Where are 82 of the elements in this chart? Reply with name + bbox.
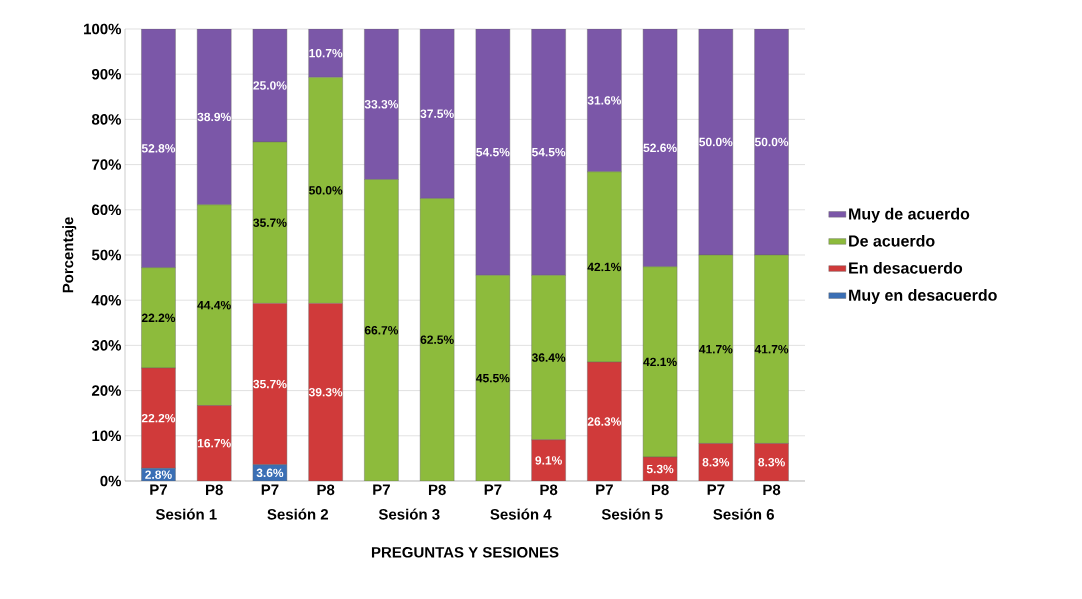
text: Sesión 6 xyxy=(713,508,774,520)
data-label: 42.1% xyxy=(643,357,677,367)
y-tick-label: 50% xyxy=(91,249,122,261)
data-label: 62.5% xyxy=(420,335,454,344)
y-tick-label: 90% xyxy=(91,68,122,80)
x-tick-label: P8 xyxy=(428,484,446,496)
data-label: 25.0% xyxy=(253,81,287,90)
data-label: 50.0% xyxy=(309,186,343,195)
data-label: 3.6% xyxy=(256,468,284,478)
data-label: 5.3% xyxy=(646,464,674,474)
y-tick-label: 80% xyxy=(91,114,122,125)
data-label: 44.4% xyxy=(197,300,231,310)
data-label: 26.3% xyxy=(587,417,622,426)
bar xyxy=(308,77,343,304)
data-label: 16.7% xyxy=(197,439,231,448)
legend-label: Muy en desacuerdo xyxy=(849,289,997,304)
x-tick-label: P8 xyxy=(540,484,558,496)
y-tick-label: 60% xyxy=(92,204,122,216)
x-tick-label: P7 xyxy=(707,484,725,495)
legend-label: De acuerdo xyxy=(849,234,935,247)
bar xyxy=(141,267,176,369)
y-tick-label: 40% xyxy=(91,294,122,306)
y-tick-label: 30% xyxy=(91,340,122,351)
x-tick-label: P8 xyxy=(763,484,781,496)
text: Sesión 1 xyxy=(155,508,217,520)
data-label: 41.7% xyxy=(754,345,789,354)
data-label: 50.0% xyxy=(754,137,789,147)
bar xyxy=(698,254,734,444)
x-tick-label: P8 xyxy=(317,484,335,496)
data-label: 22.2% xyxy=(141,313,176,323)
y-tick-label: 100% xyxy=(84,23,122,35)
x-tick-label: P8 xyxy=(206,484,223,496)
data-label: 9.1% xyxy=(535,456,562,465)
data-label: 52.8% xyxy=(141,144,176,153)
data-label: 8.3% xyxy=(702,457,730,467)
data-label: 35.7% xyxy=(253,218,287,227)
x-tick-label: P7 xyxy=(484,484,502,495)
data-label: 2.8% xyxy=(145,470,172,479)
x-tick-label: P7 xyxy=(596,484,613,495)
x-axis-title: PREGUNTAS Y SESIONES xyxy=(371,547,559,558)
y-tick-label: 0% xyxy=(100,475,122,487)
data-label: 42.1% xyxy=(587,262,622,272)
bar xyxy=(642,266,678,458)
data-label: 8.3% xyxy=(758,457,785,467)
bar xyxy=(754,254,789,444)
data-label: 41.7% xyxy=(699,345,733,354)
y-tick-label: 20% xyxy=(91,385,122,396)
x-tick-label: P7 xyxy=(150,484,167,495)
x-tick-label: P7 xyxy=(261,484,279,495)
bar xyxy=(475,275,511,481)
data-label: 31.6% xyxy=(587,96,622,105)
data-label: 10.7% xyxy=(309,48,343,58)
data-label: 52.6% xyxy=(643,143,677,153)
text: Sesión 2 xyxy=(267,508,329,520)
y-tick-label: 70% xyxy=(92,159,122,170)
data-label: 54.5% xyxy=(476,147,510,157)
bar xyxy=(196,204,232,406)
text: Sesión 5 xyxy=(601,508,663,520)
x-tick-label: P8 xyxy=(651,484,669,496)
data-label: 45.5% xyxy=(476,373,510,383)
data-label: 37.5% xyxy=(420,109,454,118)
bar xyxy=(587,171,622,363)
bar xyxy=(252,141,288,304)
data-label: 66.7% xyxy=(364,326,399,335)
bar xyxy=(419,198,455,481)
data-label: 35.7% xyxy=(253,379,287,389)
data-label: 50.0% xyxy=(699,137,733,147)
text: Sesión 4 xyxy=(490,508,552,520)
text: Sesión 3 xyxy=(378,508,440,520)
bar xyxy=(531,275,566,441)
data-label: 22.2% xyxy=(141,413,176,423)
legend-label: Muy de acuerdo xyxy=(849,207,970,223)
data-label: 54.5% xyxy=(531,147,566,157)
y-tick-label: 10% xyxy=(92,430,122,442)
y-axis-title: Porcentaje xyxy=(62,217,77,293)
x-tick-label: P7 xyxy=(373,484,390,495)
data-label: 38.9% xyxy=(197,112,231,122)
bar xyxy=(364,179,399,481)
data-label: 39.3% xyxy=(308,387,343,397)
data-label: 33.3% xyxy=(364,100,399,109)
legend-label: En desacuerdo xyxy=(849,261,963,274)
data-label: 36.4% xyxy=(531,353,566,362)
